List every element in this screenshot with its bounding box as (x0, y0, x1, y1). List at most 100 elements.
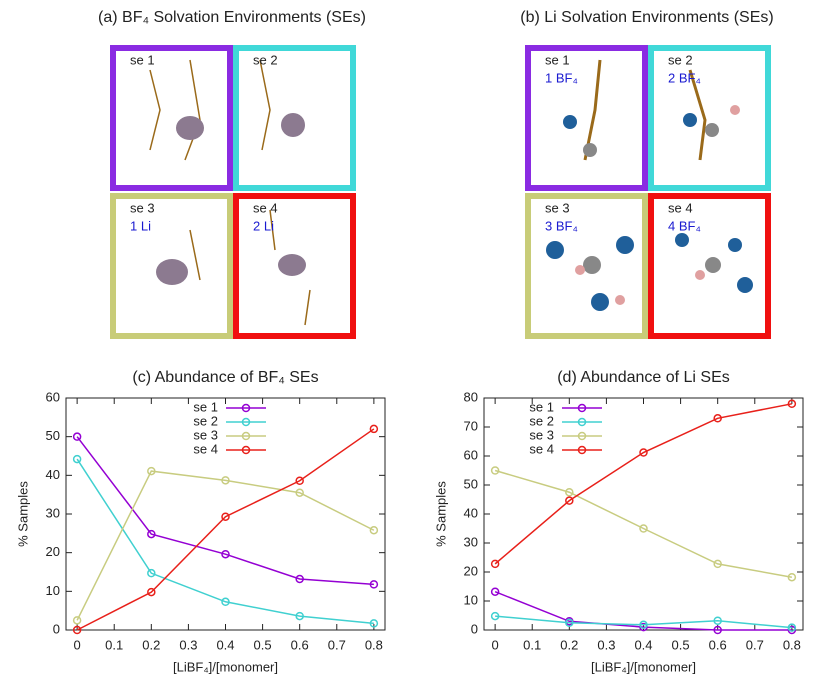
se-box (525, 45, 648, 191)
se-label: se 2 (253, 52, 278, 67)
y-axis-label: % Samples (433, 481, 448, 547)
data-point (72, 454, 82, 464)
legend-label: se 3 (529, 427, 554, 442)
y-axis-label: % Samples (15, 481, 30, 547)
data-point (369, 619, 379, 628)
se-box (648, 193, 771, 339)
y-tick-label: 70 (464, 418, 478, 433)
legend-marker (577, 445, 587, 455)
legend-label: se 4 (529, 441, 554, 456)
x-tick-label: 0.6 (291, 637, 309, 652)
se-sublabel: 2 BF₄ (668, 70, 701, 85)
y-tick-label: 50 (46, 428, 60, 443)
se-box (648, 45, 771, 191)
se-sublabel: 2 Li (253, 218, 274, 233)
x-tick-label: 0.3 (179, 637, 197, 652)
plot-frame (65, 397, 386, 631)
x-tick-label: 0.5 (254, 637, 272, 652)
legend-label: se 3 (193, 427, 218, 442)
data-point (490, 587, 500, 596)
y-tick-label: 50 (464, 476, 478, 491)
series-line (76, 428, 375, 631)
data-point (787, 572, 797, 582)
y-tick-label: 10 (464, 592, 478, 607)
data-point (72, 616, 82, 625)
series-line (495, 615, 792, 629)
data-point (295, 574, 304, 584)
x-tick-label: 0.4 (216, 637, 234, 652)
series-line (76, 458, 374, 625)
data-point (369, 424, 379, 434)
legend-label: se 2 (529, 413, 554, 428)
y-tick-label: 80 (464, 389, 478, 404)
data-point (713, 616, 722, 625)
data-point (295, 476, 304, 485)
y-tick-label: 60 (464, 447, 478, 462)
data-point (72, 432, 82, 441)
data-point (221, 512, 230, 521)
data-point (221, 597, 230, 607)
x-tick-label: 0.6 (709, 637, 727, 652)
legend-marker (241, 403, 251, 413)
legend-label: se 2 (193, 413, 218, 428)
x-tick-label: 0.1 (105, 637, 123, 652)
legend-marker (577, 403, 587, 413)
x-tick-label: 0.3 (597, 637, 615, 652)
legend-marker (241, 445, 251, 455)
se-label: se 2 (668, 52, 693, 67)
se-sublabel: 1 BF₄ (545, 70, 578, 85)
se-box (233, 45, 356, 191)
se-label: se 1 (130, 52, 155, 67)
x-tick-label: 0 (492, 637, 499, 652)
x-tick-label: 0.2 (142, 637, 160, 652)
data-point (72, 625, 82, 635)
series-line (76, 436, 374, 586)
y-tick-label: 40 (46, 467, 60, 482)
data-point (787, 399, 797, 409)
series-line (494, 469, 793, 578)
data-point (221, 549, 230, 559)
y-tick-label: 40 (464, 505, 478, 520)
legend-label: se 4 (193, 441, 218, 456)
molecule-decor (149, 59, 753, 326)
x-tick-label: 0.5 (672, 637, 690, 652)
legend-marker (241, 431, 251, 441)
data-point (147, 529, 156, 539)
y-tick-label: 30 (464, 534, 478, 549)
data-point (221, 476, 230, 485)
x-axis-label: [LiBF₄]/[monomer] (591, 659, 696, 674)
data-point (295, 611, 304, 621)
x-tick-label: 0.7 (746, 637, 764, 652)
legend-marker (577, 431, 587, 441)
legend-marker (241, 417, 251, 427)
se-label: se 4 (253, 200, 278, 215)
data-point (147, 587, 156, 597)
series-line (494, 403, 793, 565)
data-point (787, 623, 797, 632)
se-label: se 3 (545, 200, 570, 215)
y-tick-label: 60 (46, 389, 60, 404)
se-sublabel: 3 BF₄ (545, 218, 578, 233)
x-axis-label: [LiBF₄]/[monomer] (173, 659, 278, 674)
x-tick-label: 0.8 (365, 637, 383, 652)
data-point (565, 618, 574, 627)
panel-title: (a) BF₄ Solvation Environments (SEs) (98, 9, 366, 26)
data-point (639, 448, 648, 457)
data-point (295, 488, 304, 497)
y-tick-label: 10 (46, 583, 60, 598)
data-point (490, 559, 500, 569)
data-point (490, 611, 500, 621)
y-tick-label: 0 (471, 621, 478, 636)
data-point (713, 414, 722, 423)
x-tick-label: 0.1 (523, 637, 541, 652)
data-point (369, 525, 379, 535)
chart-title: (c) Abundance of BF₄ SEs (132, 369, 318, 386)
data-point (565, 488, 574, 497)
data-point (147, 466, 156, 476)
x-tick-label: 0.8 (783, 637, 801, 652)
x-tick-label: 0.2 (560, 637, 578, 652)
se-box (110, 45, 233, 191)
legend-label: se 1 (193, 399, 218, 414)
data-point (639, 620, 648, 630)
